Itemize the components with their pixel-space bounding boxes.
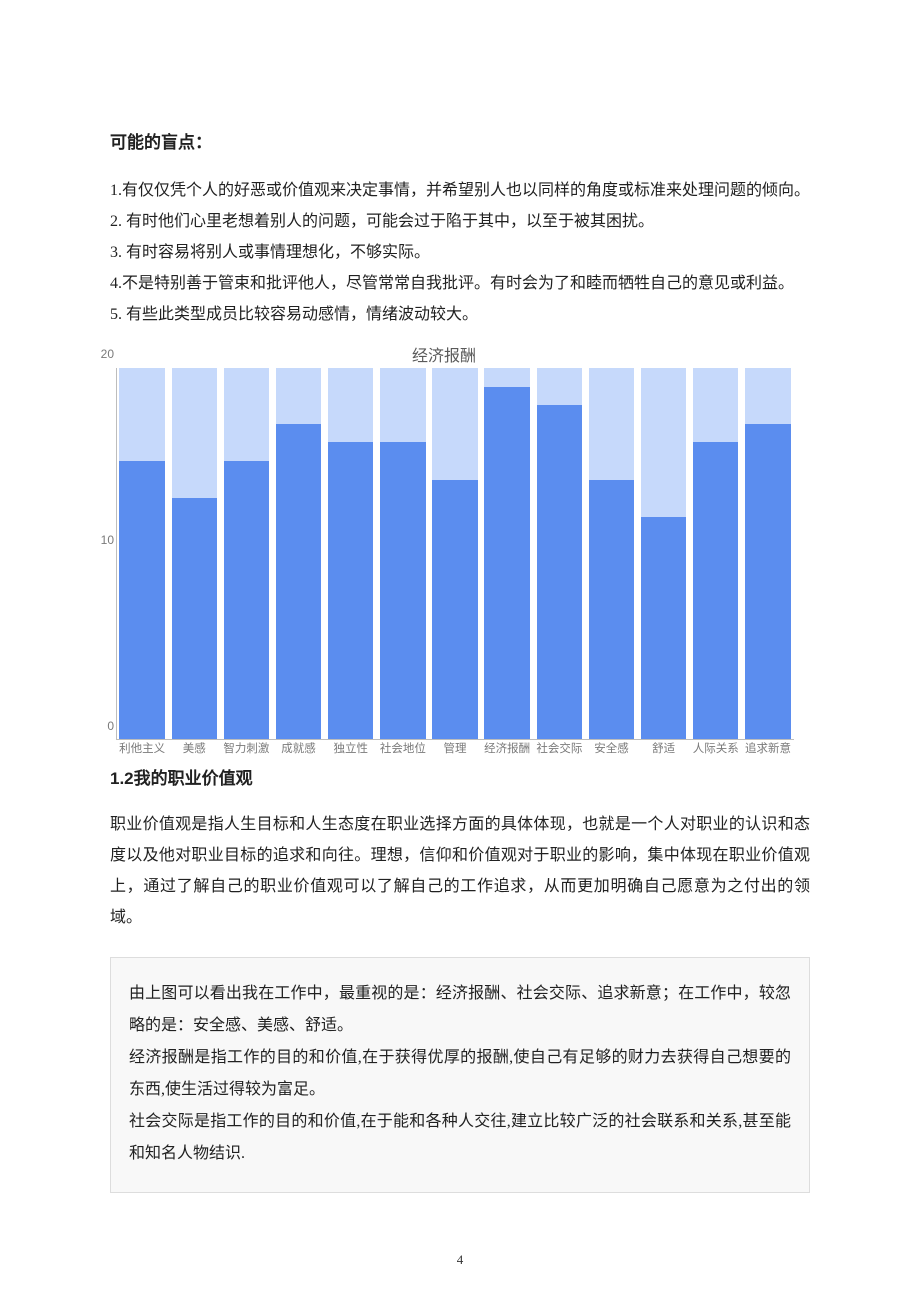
chart-bar-remainder	[484, 368, 529, 387]
chart-x-label: 安全感	[585, 740, 637, 758]
chart-x-label: 舒适	[638, 740, 690, 758]
chart-bar	[168, 368, 220, 740]
chart-bar	[533, 368, 585, 740]
blindspot-item: 4.不是特别善于管束和批评他人，尽管常常自我批评。有时会为了和睦而牺牲自己的意见…	[110, 268, 810, 299]
chart-bar-value	[484, 387, 529, 740]
chart-bar-remainder	[641, 368, 686, 517]
chart-bar-value	[432, 480, 477, 740]
chart-bar	[220, 368, 272, 740]
chart-bar-remainder	[119, 368, 164, 461]
chart-bar-value	[380, 442, 425, 740]
chart-bar	[481, 368, 533, 740]
chart-bar	[742, 368, 794, 740]
chart-x-label: 人际关系	[690, 740, 742, 758]
chart-bar-remainder	[172, 368, 217, 498]
chart-bar-value	[589, 480, 634, 740]
chart-bar	[638, 368, 690, 740]
chart-y-tick: 10	[101, 533, 114, 547]
chart-bar-value	[693, 442, 738, 740]
chart-bar-value	[172, 498, 217, 740]
chart-bar-remainder	[328, 368, 373, 442]
chart-bar	[325, 368, 377, 740]
analysis-paragraph: 由上图可以看出我在工作中，最重视的是：经济报酬、社会交际、追求新意；在工作中，较…	[129, 978, 791, 1042]
chart-title: 经济报酬	[94, 342, 794, 366]
chart-bar-remainder	[380, 368, 425, 442]
chart-bar-remainder	[224, 368, 269, 461]
page-number: 4	[0, 1252, 920, 1268]
chart-y-tick: 20	[101, 347, 114, 361]
chart-x-label: 管理	[429, 740, 481, 758]
chart-bar	[690, 368, 742, 740]
chart-bar-remainder	[745, 368, 790, 424]
blindspot-item: 5. 有些此类型成员比较容易动感情，情绪波动较大。	[110, 299, 810, 330]
chart-x-label: 利他主义	[116, 740, 168, 758]
values-section-heading: 1.2我的职业价值观	[110, 764, 810, 789]
chart-bar	[377, 368, 429, 740]
chart-bar-remainder	[432, 368, 477, 480]
values-chart: 经济报酬 01020 利他主义美感智力刺激成就感独立性社会地位管理经济报酬社会交…	[94, 342, 794, 758]
chart-bar	[272, 368, 324, 740]
analysis-paragraph: 经济报酬是指工作的目的和价值,在于获得优厚的报酬,使自己有足够的财力去获得自己想…	[129, 1042, 791, 1106]
chart-y-axis: 01020	[94, 368, 116, 740]
chart-x-labels: 利他主义美感智力刺激成就感独立性社会地位管理经济报酬社会交际安全感舒适人际关系追…	[116, 740, 794, 758]
chart-bar-remainder	[276, 368, 321, 424]
analysis-box: 由上图可以看出我在工作中，最重视的是：经济报酬、社会交际、追求新意；在工作中，较…	[110, 957, 810, 1193]
chart-x-label: 成就感	[272, 740, 324, 758]
chart-bars-container	[116, 368, 794, 740]
chart-y-tick: 0	[107, 719, 114, 733]
chart-bar	[116, 368, 168, 740]
chart-plot-area: 01020 利他主义美感智力刺激成就感独立性社会地位管理经济报酬社会交际安全感舒…	[94, 368, 794, 758]
blindspot-item: 1.有仅仅凭个人的好恶或价值观来决定事情，并希望别人也以同样的角度或标准来处理问…	[110, 175, 810, 206]
chart-bar-value	[537, 405, 582, 740]
chart-x-label: 经济报酬	[481, 740, 533, 758]
chart-x-label: 独立性	[325, 740, 377, 758]
chart-x-label: 追求新意	[742, 740, 794, 758]
chart-bar-value	[119, 461, 164, 740]
chart-bar-value	[641, 517, 686, 740]
chart-x-label: 智力刺激	[220, 740, 272, 758]
chart-bar-remainder	[693, 368, 738, 442]
blindspot-item: 2. 有时他们心里老想着别人的问题，可能会过于陷于其中，以至于被其困扰。	[110, 206, 810, 237]
chart-bar-value	[328, 442, 373, 740]
chart-bar	[585, 368, 637, 740]
chart-x-label: 社会交际	[533, 740, 585, 758]
document-page: 可能的盲点： 1.有仅仅凭个人的好恶或价值观来决定事情，并希望别人也以同样的角度…	[0, 0, 920, 1302]
analysis-paragraph: 社会交际是指工作的目的和价值,在于能和各种人交往,建立比较广泛的社会联系和关系,…	[129, 1106, 791, 1170]
chart-x-label: 美感	[168, 740, 220, 758]
chart-bar-value	[276, 424, 321, 740]
chart-bar-value	[745, 424, 790, 740]
blindspot-item: 3. 有时容易将别人或事情理想化，不够实际。	[110, 237, 810, 268]
blindspots-heading: 可能的盲点：	[110, 128, 810, 153]
chart-bar-remainder	[589, 368, 634, 480]
chart-bar-remainder	[537, 368, 582, 405]
chart-bar-value	[224, 461, 269, 740]
chart-bar	[429, 368, 481, 740]
chart-x-label: 社会地位	[377, 740, 429, 758]
values-intro-paragraph: 职业价值观是指人生目标和人生态度在职业选择方面的具体体现，也就是一个人对职业的认…	[110, 809, 810, 933]
